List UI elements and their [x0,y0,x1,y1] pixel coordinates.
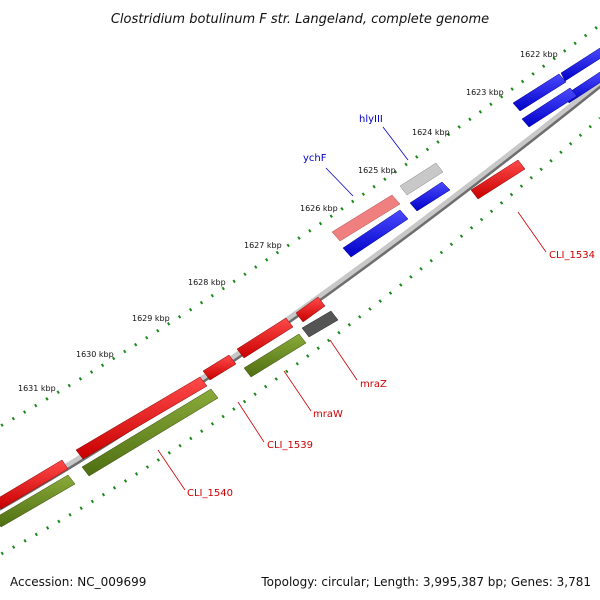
map-title: Clostridium botulinum F str. Langeland, … [111,12,489,27]
outer-tick-track [0,23,600,429]
gene-feature[interactable] [75,376,208,460]
accession-text: Accession: NC_009699 [10,575,146,589]
gene-feature-CLI_1534[interactable] [470,159,526,200]
gene-feature[interactable] [295,296,326,323]
gene-feature-ychF[interactable] [331,194,401,242]
tick-label: 1622 kbp [520,50,558,59]
gene-feature[interactable] [409,181,451,212]
gene-feature-mraZ[interactable] [301,310,339,338]
tick-label: 1631 kbp [18,384,56,393]
tick-label: 1624 kbp [412,128,450,137]
tick-label: 1629 kbp [132,314,170,323]
tick-label: 1630 kbp [76,350,114,359]
gene-feature[interactable] [560,47,600,82]
gene-label-ychF[interactable]: ychF [303,153,327,164]
gene-label-mraZ[interactable]: mraZ [360,379,387,390]
tick-label: 1623 kbp [466,88,504,97]
gene-feature[interactable] [512,73,567,112]
gene-feature-CLI_1540[interactable] [0,474,76,528]
gene-label-hlyIII[interactable]: hlyIII [359,114,383,125]
gene-feature[interactable] [202,354,237,381]
forward-strand-genes [0,47,600,510]
gene-feature[interactable] [342,209,409,258]
gene-feature[interactable] [236,317,294,359]
gene-feature[interactable] [521,87,578,128]
kbp-tick-labels: 1622 kbp 1623 kbp 1624 kbp 1625 kbp 1626… [18,50,558,393]
tick-label: 1627 kbp [244,241,282,250]
tick-label: 1628 kbp [188,278,226,287]
gene-feature-mraW[interactable] [243,333,307,378]
gene-label-CLI_1534[interactable]: CLI_1534 [549,250,595,261]
tick-label: 1625 kbp [358,166,396,175]
genome-summary-text: Topology: circular; Length: 3,995,387 bp… [260,575,591,589]
reverse-strand-genes [0,159,526,528]
tick-label: 1626 kbp [300,204,338,213]
gene-label-mraW[interactable]: mraW [313,409,343,420]
gene-feature[interactable] [0,459,69,510]
gene-feature-CLI_1539[interactable] [81,388,219,477]
gene-feature-hlyIII[interactable] [399,162,444,196]
gene-label-CLI_1540[interactable]: CLI_1540 [187,488,233,499]
label-leader-lines [157,126,547,491]
gene-label-CLI_1539[interactable]: CLI_1539 [267,440,313,451]
gene-labels: CLI_1534 ychF hlyIII mraZ mraW CLI_1539 … [187,114,595,499]
